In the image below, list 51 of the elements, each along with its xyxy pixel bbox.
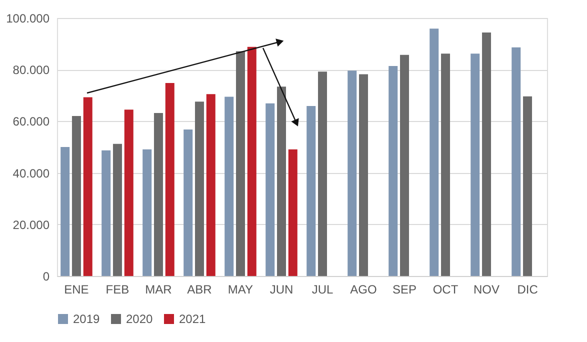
bar — [194, 102, 204, 276]
y-tick-label: 100.000 — [6, 12, 50, 26]
y-tick-label: 20.000 — [12, 218, 50, 232]
legend-label: 2020 — [126, 312, 154, 326]
bar — [512, 47, 521, 276]
bar — [388, 66, 398, 276]
bar — [124, 110, 134, 276]
bar — [400, 54, 410, 276]
x-tick-label: JUL — [312, 282, 334, 296]
y-tick-label: 0 — [42, 270, 50, 284]
bar — [102, 150, 111, 276]
x-tick-label: SEP — [392, 282, 417, 296]
bar — [318, 72, 327, 276]
bar — [206, 94, 216, 276]
x-tick-label: DIC — [517, 282, 538, 296]
bar — [236, 51, 245, 276]
bar — [306, 106, 316, 276]
bar — [142, 149, 152, 276]
bar — [470, 54, 480, 276]
bar — [288, 149, 298, 276]
x-tick-label: OCT — [432, 282, 459, 296]
y-tick-label: 80.000 — [12, 63, 50, 78]
bar — [112, 144, 122, 276]
bar — [184, 129, 193, 276]
bar — [72, 116, 81, 276]
bar — [224, 96, 234, 276]
bar — [277, 86, 286, 276]
x-tick-label: ENE — [64, 282, 89, 296]
bar — [247, 46, 256, 276]
y-tick-label: 60.000 — [12, 114, 50, 129]
bar — [430, 28, 439, 276]
bar — [266, 103, 275, 276]
x-tick-label: JUN — [270, 282, 294, 296]
bar — [165, 83, 174, 276]
bar — [441, 54, 450, 276]
x-tick-label: MAY — [228, 282, 254, 296]
bar — [83, 97, 92, 276]
bar — [154, 112, 163, 276]
bar — [482, 32, 492, 276]
x-tick-label: AGO — [350, 282, 377, 296]
bar — [348, 70, 357, 276]
x-tick-label: FEB — [106, 282, 130, 296]
x-tick-label: NOV — [474, 282, 500, 296]
legend-label: 2021 — [179, 312, 206, 326]
x-tick-label: MAR — [145, 282, 172, 296]
bar — [523, 96, 532, 276]
bar — [60, 147, 70, 276]
legend-label: 2019 — [73, 312, 100, 326]
y-tick-label: 40.000 — [12, 166, 50, 180]
bar — [359, 74, 368, 276]
x-tick-label: ABR — [187, 282, 212, 296]
